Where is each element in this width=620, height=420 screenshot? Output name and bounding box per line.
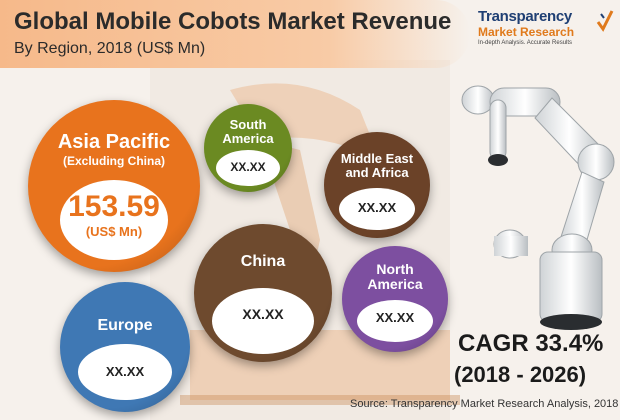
title-banner: [0, 0, 470, 68]
bubble-value-disc: XX.XX: [357, 300, 433, 342]
chart-title: Global Mobile Cobots Market Revenue: [14, 8, 452, 35]
bubble-asia-pacific: Asia Pacific (Excluding China) 153.59 (U…: [28, 100, 200, 272]
bubble-middle-east-africa: Middle East and Africa XX.XX: [324, 132, 430, 238]
bubble-south-america: South America XX.XX: [204, 104, 292, 192]
region-name-line: South: [229, 117, 267, 132]
cagr-label: CAGR 33.4%: [458, 330, 604, 357]
region-name-line: Europe: [97, 317, 153, 334]
region-name-line: (Excluding China): [63, 154, 165, 168]
region-name-line: North: [376, 261, 414, 277]
region-name-line: America: [367, 275, 423, 292]
bubble-value-disc: XX.XX: [78, 344, 172, 400]
brand-logo: Transparency Market Research In-depth An…: [478, 6, 614, 54]
bubble-value: XX.XX: [105, 364, 145, 379]
logo-line2: Market Research: [478, 25, 575, 39]
source-note: Source: Transparency Market Research Ana…: [350, 398, 619, 410]
logo-tagline: In-depth Analysis. Accurate Results: [478, 40, 573, 46]
bubble-value-disc: XX.XX: [339, 188, 415, 230]
region-name-line: China: [240, 253, 286, 270]
chart-subtitle: By Region, 2018 (US$ Mn): [14, 40, 206, 57]
robot-arm-illustration: [461, 85, 615, 330]
bubble-value: XX.XX: [230, 160, 266, 174]
region-name-line: America: [222, 130, 274, 146]
bubble-value-disc: XX.XX: [212, 288, 314, 354]
region-name-line: Asia Pacific: [57, 131, 171, 153]
bubble-europe: Europe XX.XX: [60, 282, 190, 412]
bubble-value-disc: 153.59 (US$ Mn): [60, 180, 168, 260]
bubble-value: 153.59: [68, 190, 160, 223]
bubble-china: China XX.XX: [194, 224, 332, 362]
bubble-value: XX.XX: [242, 306, 284, 322]
bubble-unit: (US$ Mn): [85, 224, 143, 239]
cagr-years: (2018 - 2026): [454, 362, 587, 387]
logo-check-icon: [596, 10, 614, 32]
region-name-line: Middle East: [340, 151, 414, 166]
bubble-north-america: North America XX.XX: [342, 246, 448, 352]
bubble-value-disc: XX.XX: [216, 150, 280, 186]
logo-line1: Transparency: [478, 8, 572, 25]
bubble-value: XX.XX: [375, 310, 415, 325]
bubble-value: XX.XX: [357, 200, 397, 215]
bubble-label: Asia Pacific (Excluding China): [28, 132, 200, 168]
region-name-line: and Africa: [345, 164, 409, 180]
